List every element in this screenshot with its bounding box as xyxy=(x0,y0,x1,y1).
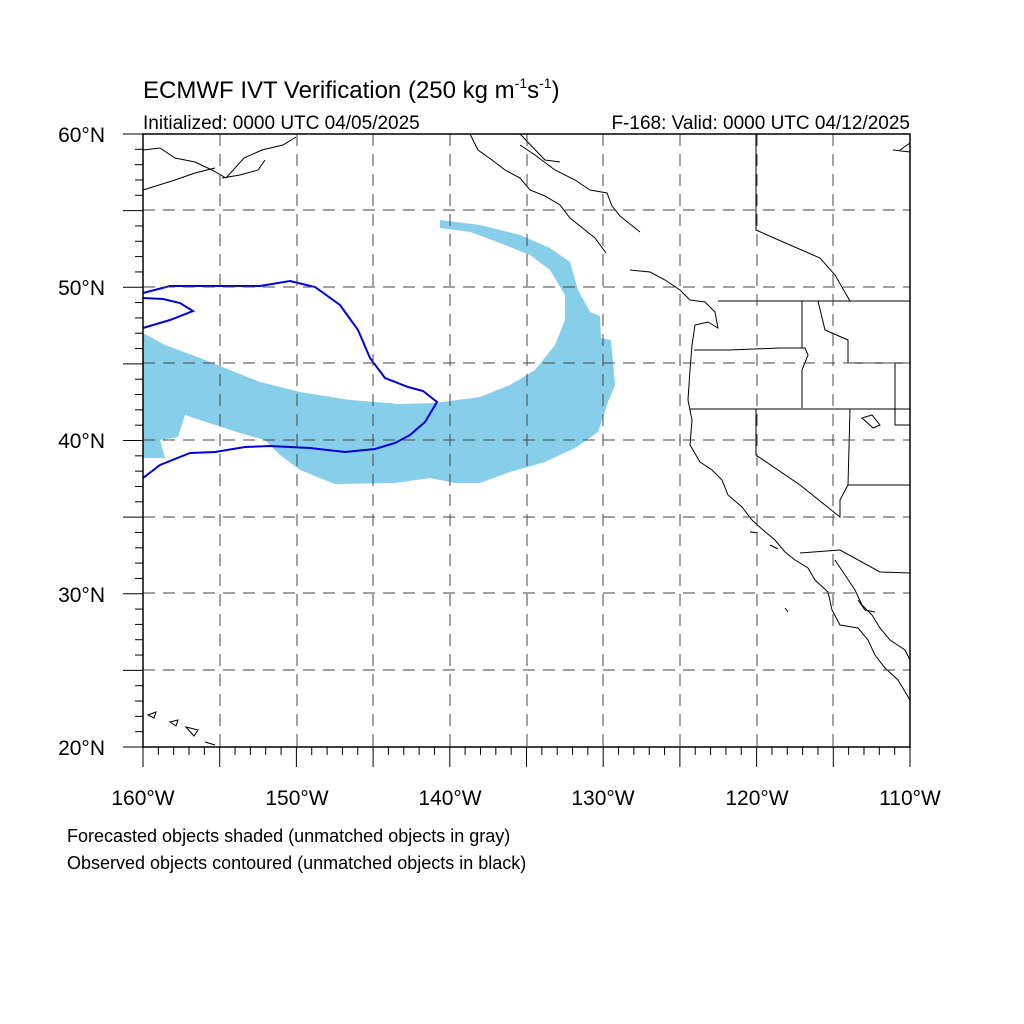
lon-label-150w: 150°W xyxy=(265,787,328,810)
lat-label-60n: 60°N xyxy=(58,124,105,147)
coastlines xyxy=(142,133,911,746)
latitude-labels: 60°N 50°N 40°N 30°N 20°N xyxy=(58,124,105,760)
map-plot-area xyxy=(123,133,911,767)
lon-label-160w: 160°W xyxy=(111,787,174,810)
lon-label-120w: 120°W xyxy=(725,787,788,810)
observed-object-contour xyxy=(142,279,439,479)
forecast-note: Forecasted objects shaded (unmatched obj… xyxy=(67,826,510,846)
lon-label-140w: 140°W xyxy=(418,787,481,810)
lat-label-50n: 50°N xyxy=(58,277,105,300)
observed-note: Observed objects contoured (unmatched ob… xyxy=(67,853,526,873)
lat-label-30n: 30°N xyxy=(58,584,105,607)
axis-ticks xyxy=(123,133,911,767)
lon-label-110w: 110°W xyxy=(879,787,941,810)
political-borders xyxy=(690,134,911,574)
initialized-label: Initialized: 0000 UTC 04/05/2025 xyxy=(143,113,420,134)
longitude-labels: 160°W 150°W 140°W 130°W 120°W 110°W xyxy=(111,787,941,810)
map-title: ECMWF IVT Verification (250 kg m-1s-1) xyxy=(143,75,560,104)
valid-label: F-168: Valid: 0000 UTC 04/12/2025 xyxy=(611,113,910,134)
forecast-object-shaded xyxy=(143,220,615,484)
lon-label-130w: 130°W xyxy=(571,787,634,810)
lat-label-40n: 40°N xyxy=(58,430,105,453)
lat-label-20n: 20°N xyxy=(58,737,105,760)
graticule xyxy=(143,134,910,747)
